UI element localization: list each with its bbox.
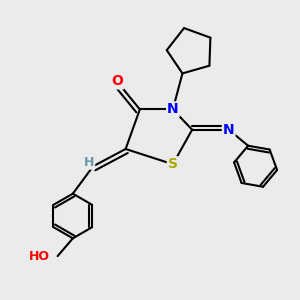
Text: S: S <box>168 157 178 171</box>
Text: HO: HO <box>29 250 50 262</box>
Text: N: N <box>167 102 179 116</box>
Text: O: O <box>111 74 123 88</box>
Text: H: H <box>84 156 94 169</box>
Text: N: N <box>223 123 235 137</box>
